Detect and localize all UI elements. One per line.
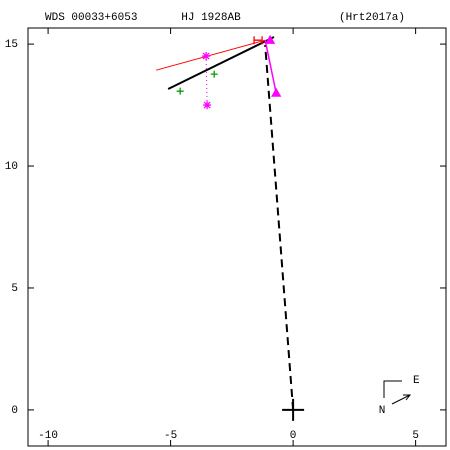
x-tick-label: 5	[412, 430, 419, 442]
orbit-line	[205, 56, 208, 106]
compass-arrow	[391, 394, 411, 405]
compass-east: E	[413, 375, 420, 387]
x-tick-label: -5	[164, 430, 177, 442]
marker	[253, 36, 263, 45]
marker	[203, 101, 212, 110]
x-tick-label: -10	[38, 430, 58, 442]
marker	[202, 52, 211, 61]
left-title: WDS 00033+6053	[45, 12, 137, 24]
compass: E N	[379, 375, 420, 417]
marker	[210, 70, 218, 78]
orbit-line	[264, 44, 295, 410]
marker	[264, 34, 276, 44]
x-tick-label: 0	[290, 430, 297, 442]
orbit-line	[156, 39, 266, 71]
y-tick-label: 5	[11, 283, 18, 295]
marker	[282, 398, 305, 421]
y-tick-label: 10	[5, 161, 18, 173]
orbit-line	[167, 36, 275, 90]
y-tick-label: 0	[11, 405, 18, 417]
marker	[176, 87, 184, 95]
y-tick-label: 15	[5, 39, 18, 51]
plot-frame	[27, 27, 447, 447]
right-title: (Hrt2017a)	[339, 12, 405, 24]
chart-title: HJ 1928AB	[181, 12, 241, 24]
compass-axes	[383, 380, 402, 398]
orbit-line	[264, 40, 277, 94]
compass-north: N	[379, 405, 386, 417]
compass-arrowhead	[403, 394, 412, 401]
marker	[271, 87, 282, 97]
